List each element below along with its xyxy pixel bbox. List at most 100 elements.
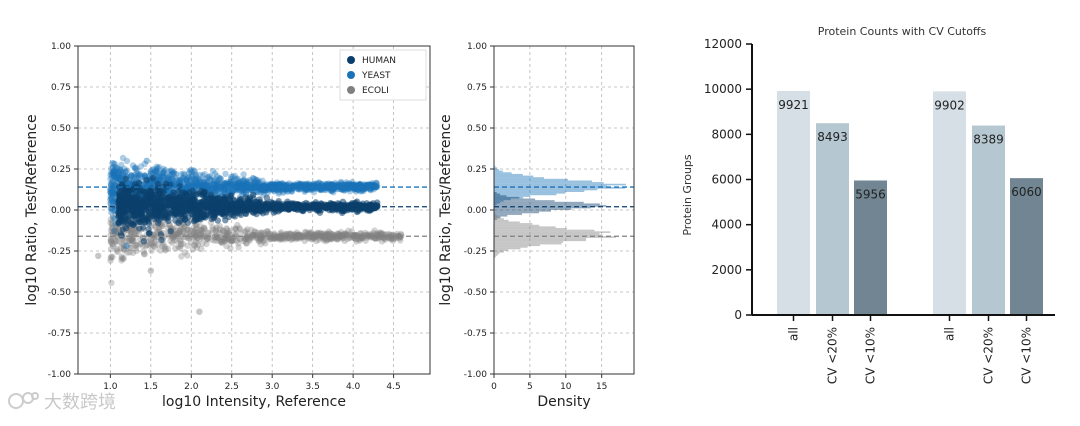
scatter-point-ecoli <box>309 233 316 241</box>
scatter-point-yeast <box>244 179 251 186</box>
scatter-point-ecoli <box>287 236 295 243</box>
scatter-point-yeast <box>279 180 286 187</box>
density-bin-yeast <box>494 190 585 192</box>
density-bin-ecoli <box>494 239 586 242</box>
density-bin-ecoli <box>494 226 556 229</box>
scatter-point-ecoli <box>378 233 385 241</box>
scatter-point-ecoli <box>368 232 375 239</box>
scatter-point-yeast <box>353 181 360 188</box>
density-y-label: log10 Ratio, Test/Reference <box>438 114 454 305</box>
scatter-point-ecoli <box>271 235 278 242</box>
scatter-point-ecoli <box>308 236 316 243</box>
scatter-point-ecoli <box>325 232 332 239</box>
scatter-point-ecoli <box>212 226 219 233</box>
scatter-point-yeast <box>235 181 242 188</box>
scatter-point-ecoli <box>301 237 308 245</box>
scatter-point-human <box>243 202 250 209</box>
watermark-logo-icon <box>8 392 39 409</box>
scatter-point-ecoli <box>192 229 200 237</box>
scatter-point-ecoli <box>121 246 128 253</box>
scatter-point-ecoli <box>235 240 242 247</box>
watermark-text: 大数跨境 <box>44 392 116 413</box>
scatter-point-ecoli <box>329 233 336 240</box>
scatter-point-yeast <box>108 173 116 180</box>
density-bin-ecoli <box>494 221 520 224</box>
scatter-point-ecoli <box>176 244 184 252</box>
scatter-point-ecoli <box>282 232 289 239</box>
scatter-point-ecoli <box>352 235 359 242</box>
scatter-point-ecoli <box>132 241 140 249</box>
scatter-point-yeast <box>128 172 135 179</box>
scatter-point-ecoli <box>212 227 220 235</box>
scatter-point-ecoli <box>234 221 241 229</box>
density-bin-ecoli <box>494 246 528 248</box>
scatter-point-yeast <box>330 184 337 191</box>
scatter-point-ecoli <box>128 236 136 243</box>
scatter-point-yeast <box>239 180 247 187</box>
scatter-point-human <box>158 236 165 244</box>
scatter-point-yeast <box>201 171 208 178</box>
scatter-point-yeast <box>110 214 117 221</box>
scatter-y-tick-label: -0.25 <box>48 247 71 257</box>
scatter-point-yeast <box>170 169 177 176</box>
scatter-point-yeast <box>210 180 217 188</box>
scatter-point-yeast <box>282 186 289 194</box>
scatter-point-yeast <box>263 183 271 191</box>
scatter-point-ecoli <box>131 230 138 237</box>
scatter-point-yeast <box>131 165 139 172</box>
bar-y-tick-label: 0 <box>734 308 742 322</box>
bar-category-label: all <box>943 327 957 341</box>
scatter-point-human <box>145 220 152 227</box>
scatter-point-ecoli <box>129 249 137 257</box>
scatter-point-ecoli <box>208 236 216 244</box>
scatter-point-ecoli <box>260 229 268 236</box>
scatter-point-ecoli <box>240 237 248 245</box>
scatter-point-ecoli <box>203 240 210 248</box>
scatter-point-ecoli <box>267 233 274 241</box>
scatter-point-yeast <box>202 176 209 183</box>
scatter-point-ecoli <box>112 226 119 233</box>
scatter-point-ecoli <box>243 240 250 247</box>
scatter-point-ecoli <box>196 226 203 234</box>
scatter-point-yeast <box>209 167 217 175</box>
scatter-point-ecoli <box>184 252 191 259</box>
scatter-point-ecoli <box>184 226 191 233</box>
scatter-point-ecoli <box>180 233 187 241</box>
scatter-point-ecoli <box>119 255 127 263</box>
scatter-point-yeast <box>357 181 364 188</box>
scatter-point-ecoli <box>305 229 312 237</box>
scatter-point-ecoli <box>147 240 155 248</box>
scatter-point-ecoli <box>327 230 334 237</box>
scatter-point-yeast <box>305 183 312 191</box>
density-bin-yeast <box>494 170 503 173</box>
scatter-point-yeast <box>339 186 346 193</box>
scatter-point-ecoli <box>152 237 159 244</box>
scatter-point-yeast <box>277 181 285 188</box>
scatter-point-ecoli <box>357 230 364 237</box>
bar-chart-title: Protein Counts with CV Cutoffs <box>818 25 987 38</box>
scatter-point-yeast <box>288 188 295 195</box>
scatter-point-yeast <box>265 187 272 194</box>
scatter-point-ecoli <box>229 237 236 245</box>
scatter-point-ecoli <box>128 230 135 237</box>
density-bin-human <box>494 203 600 206</box>
scatter-point-ecoli <box>292 236 300 243</box>
scatter-y-tick-label: 0.00 <box>51 206 71 216</box>
scatter-point-ecoli <box>283 230 290 237</box>
density-bin-yeast <box>494 182 604 184</box>
scatter-y-tick-label: -0.75 <box>48 329 71 339</box>
scatter-point-ecoli <box>237 226 244 233</box>
scatter-point-yeast <box>216 175 224 182</box>
density-bin-yeast <box>494 191 566 194</box>
scatter-point-yeast <box>236 187 244 194</box>
scatter-point-yeast <box>297 180 305 188</box>
scatter-point-yeast <box>117 167 125 175</box>
scatter-point-human <box>228 209 235 216</box>
scatter-point-ecoli <box>220 227 227 234</box>
scatter-point-ecoli <box>220 238 227 245</box>
scatter-point-ecoli <box>229 237 236 244</box>
scatter-point-ecoli <box>310 233 317 241</box>
density-bin-ecoli <box>494 242 562 245</box>
scatter-point-ecoli <box>232 226 240 233</box>
scatter-point-yeast <box>342 186 350 193</box>
